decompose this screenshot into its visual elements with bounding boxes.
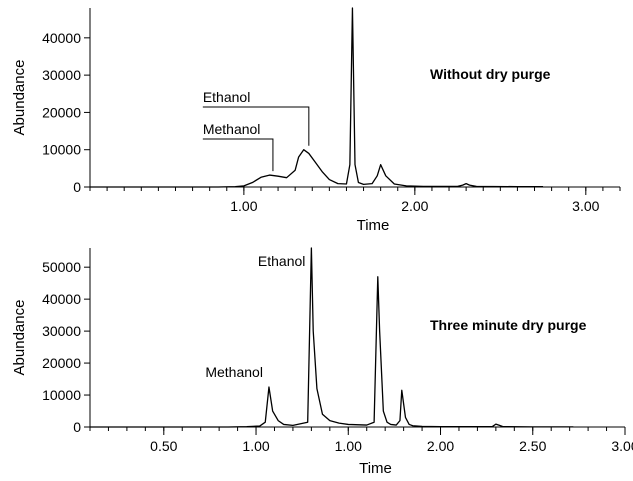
chart-2-annotation-ethanol: Ethanol: [258, 253, 305, 269]
chart-2-x-tick-label: 1.00: [335, 438, 362, 454]
chart-1-x-tick-label: 3.00: [572, 198, 599, 214]
chart-1-annotation-methanol: Methanol: [203, 121, 261, 137]
chart-2-panel: 0.50 1.00 1.00 2.00 2.50 3.00 0 10000 20000 30000…: [11, 247, 633, 477]
chart-1-condition-label: Without dry purge: [430, 66, 551, 82]
chart-2-annotation-methanol: Methanol: [205, 364, 263, 380]
chart-2-condition-label: Three minute dry purge: [430, 317, 587, 333]
chart-2-y-tick-label: 20000: [42, 355, 81, 371]
chart-1-y-tick-label: 10000: [42, 142, 81, 158]
chart-1-y-tick-label: 0: [73, 179, 81, 195]
chart-1-x-tick-label: 1.00: [230, 198, 257, 214]
chart-1-annotation-ethanol: Ethanol: [203, 89, 250, 105]
chart-1-panel: 1.00 2.00 3.00 0 10000 20000 30000 40000 Time Abu…: [11, 7, 621, 234]
chart-1-y-axis-title: Abundance: [11, 60, 28, 136]
chart-1-x-tick-label: 2.00: [401, 198, 428, 214]
chart-2-y-tick-label: 50000: [42, 259, 81, 275]
chart-2-x-tick-label: 0.50: [150, 438, 177, 454]
chart-2-y-tick-label: 0: [73, 419, 81, 435]
chart-2-x-tick-label: 2.50: [519, 438, 546, 454]
chart-2-y-axis-title: Abundance: [11, 300, 28, 376]
chart-1-x-axis-title: Time: [357, 217, 390, 234]
chart-2-x-tick-label: 1.00: [242, 438, 269, 454]
chart-2-y-tick-label: 40000: [42, 291, 81, 307]
chart-1-series-line: [90, 7, 544, 188]
chart-2-x-tick-label: 2.00: [427, 438, 454, 454]
chart-2-x-tick-label: 3.00: [611, 438, 633, 454]
chart-1-annotation-methanol-leader: [202, 138, 274, 172]
chart-1-y-tick-label: 20000: [42, 104, 81, 120]
chart-1-y-tick-label: 40000: [42, 30, 81, 46]
chart-1-y-tick-label: 30000: [42, 67, 81, 83]
chart-1-annotation-ethanol-leader: [202, 106, 310, 146]
chart-2-y-tick-label: 10000: [42, 387, 81, 403]
chart-2-series-line: [90, 247, 574, 428]
chart-2-x-axis-title: Time: [359, 460, 392, 477]
chart-2-y-tick-label: 30000: [42, 323, 81, 339]
